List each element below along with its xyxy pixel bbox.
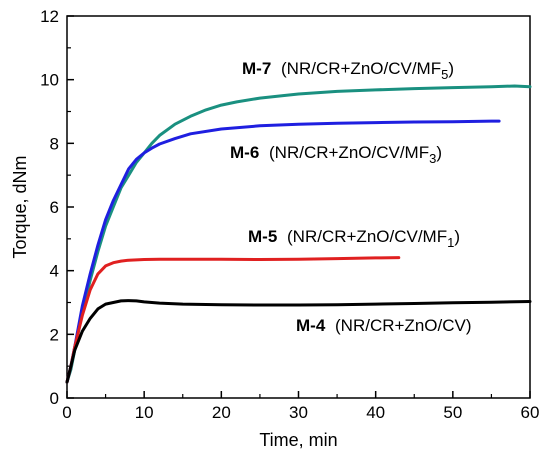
series-lines <box>65 84 532 384</box>
series-line-m-4 <box>65 299 532 384</box>
series-label-m5: M-5 (NR/CR+ZnO/CV/MF1) <box>248 227 460 250</box>
series-label-m4: M-4 (NR/CR+ZnO/CV) <box>296 316 472 335</box>
series-subscript-m7: 5 <box>441 67 448 82</box>
series-line-m-7 <box>65 84 532 384</box>
x-axis-ticks: 0 10 20 30 40 50 60 <box>62 391 539 422</box>
series-line-m-6 <box>65 119 501 384</box>
y-tick-label: 4 <box>50 262 59 281</box>
y-tick-label: 2 <box>50 325 59 344</box>
series-closing-m5: ) <box>454 227 460 246</box>
series-closing-m7: ) <box>448 59 454 78</box>
series-composition-m5: (NR/CR+ZnO/CV/MF <box>287 227 447 246</box>
x-tick-label: 60 <box>521 403 540 422</box>
x-tick-label: 10 <box>135 403 154 422</box>
y-axis-ticks: 0 2 4 6 8 10 12 <box>40 7 74 408</box>
x-axis-title: Time, min <box>259 430 337 450</box>
x-tick-label: 40 <box>366 403 385 422</box>
series-line-m-5 <box>65 256 401 384</box>
y-tick-label: 8 <box>50 134 59 153</box>
y-tick-label: 6 <box>50 198 59 217</box>
y-tick-label: 10 <box>40 71 59 90</box>
x-tick-label: 20 <box>212 403 231 422</box>
series-closing-m6: ) <box>436 143 442 162</box>
y-axis-title: Torque, dNm <box>10 155 30 258</box>
series-subscript-m6: 3 <box>429 151 436 166</box>
x-tick-label: 30 <box>289 403 308 422</box>
series-composition-m4: (NR/CR+ZnO/CV) <box>335 316 471 335</box>
series-code-m6: M-6 <box>230 143 259 162</box>
x-tick-label: 50 <box>443 403 462 422</box>
series-code-m4: M-4 <box>296 316 326 335</box>
series-label-m6: M-6 (NR/CR+ZnO/CV/MF3) <box>230 143 442 166</box>
series-subscript-m5: 1 <box>447 235 454 250</box>
y-tick-label: 0 <box>50 389 59 408</box>
series-label-m7: M-7 (NR/CR+ZnO/CV/MF5) <box>242 59 454 82</box>
series-composition-m6: (NR/CR+ZnO/CV/MF <box>269 143 429 162</box>
y-tick-label: 12 <box>40 7 59 26</box>
series-code-m5: M-5 <box>248 227 277 246</box>
series-composition-m7: (NR/CR+ZnO/CV/MF <box>281 59 441 78</box>
x-tick-label: 0 <box>62 403 71 422</box>
series-code-m7: M-7 <box>242 59 271 78</box>
